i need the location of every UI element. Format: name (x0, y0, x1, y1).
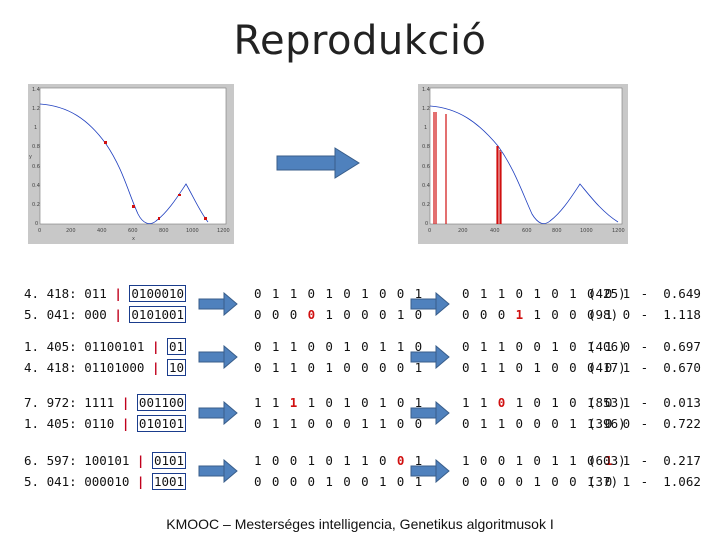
child-2: 0 0 0 0 1 0 0 0 1 0 (254, 307, 424, 322)
fitness-value-2: (98) - 1.118 (588, 307, 701, 322)
child-1: 0 1 1 0 0 1 0 1 1 0 (254, 339, 424, 354)
parent-2: 5. 041: 000 | 0101001 (24, 306, 187, 323)
fitness-value-2: (37) - 1.062 (588, 474, 701, 489)
x-tick: 200 (458, 228, 468, 234)
x-tick: 1200 (217, 228, 230, 234)
y-tick: 0.6 (422, 164, 430, 170)
parent-1: 4. 418: 011 | 0100010 (24, 285, 187, 302)
mutated-child-1: 1 1 0 1 0 1 0 1 0 1 (462, 395, 632, 410)
x-tick: 1200 (612, 228, 625, 234)
arrow-right-icon (410, 292, 450, 316)
x-tick: 0 (38, 228, 41, 234)
arrow-right-icon (410, 459, 450, 483)
arrow-right-icon (410, 401, 450, 425)
slide-footer: KMOOC – Mesterséges intelligencia, Genet… (166, 516, 554, 532)
x-tick: 400 (97, 228, 107, 234)
population-point (132, 205, 135, 208)
fitness-curve (39, 103, 209, 225)
crossover-row: 7. 972: 1111 | 001100 1. 405: 0110 | 010… (0, 392, 720, 436)
x-tick: 600 (522, 228, 532, 234)
x-tick: 200 (66, 228, 76, 234)
crossover-row: 1. 405: 01100101 | 01 4. 418: 01101000 |… (0, 336, 720, 380)
arrow-right-icon (198, 345, 238, 369)
crossover-row: 4. 418: 011 | 0100010 5. 041: 000 | 0101… (0, 283, 720, 327)
y-tick: 1.2 (32, 106, 40, 112)
child-1: 0 1 1 0 1 0 1 0 0 1 (254, 286, 424, 301)
mutated-child-2: 0 0 0 0 1 0 0 1 0 1 (462, 474, 632, 489)
x-tick: 1000 (186, 228, 199, 234)
x-tick: 800 (552, 228, 562, 234)
x-tick: 0 (428, 228, 431, 234)
mutated-child-1: 1 0 0 1 0 1 1 0 1 1 (462, 453, 632, 468)
crossover-row: 6. 597: 100101 | 0101 5. 041: 000010 | 1… (0, 450, 720, 494)
arrow-right-icon (410, 345, 450, 369)
y-tick: 1.4 (32, 87, 40, 93)
fitness-value-2: (417) - 0.670 (588, 360, 701, 375)
y-tick: 1 (424, 125, 427, 131)
y-tick: 0.2 (32, 202, 40, 208)
y-axis-label: y (29, 154, 32, 160)
y-tick: 1.2 (422, 106, 430, 112)
child-1: 1 1 1 1 0 1 0 1 0 1 (254, 395, 424, 410)
y-tick: 0.4 (422, 183, 430, 189)
y-tick: 1.4 (422, 87, 430, 93)
y-tick: 0.6 (32, 164, 40, 170)
y-tick: 0 (35, 221, 38, 227)
population-point (158, 217, 160, 220)
y-tick: 0 (425, 221, 428, 227)
fitness-value-2: (396) - 0.722 (588, 416, 701, 431)
y-tick: 1 (34, 125, 37, 131)
y-tick: 0.8 (32, 144, 40, 150)
y-tick: 0.4 (32, 183, 40, 189)
x-tick: 800 (159, 228, 169, 234)
mutated-child-2: 0 1 1 0 1 0 0 0 0 1 (462, 360, 632, 375)
y-tick: 0.2 (422, 202, 430, 208)
mutated-child-1: 0 1 1 0 1 0 1 0 0 1 (462, 286, 632, 301)
fitness-value-1: (425) - 0.649 (588, 286, 701, 301)
x-tick: 600 (128, 228, 138, 234)
parent-1: 1. 405: 01100101 | 01 (24, 338, 187, 355)
child-1: 1 0 0 1 0 1 1 0 0 1 (254, 453, 424, 468)
parent-2: 5. 041: 000010 | 1001 (24, 473, 187, 490)
child-2: 0 1 1 0 0 0 1 1 0 0 (254, 416, 424, 431)
arrow-right-icon (198, 292, 238, 316)
parent-2: 4. 418: 01101000 | 10 (24, 359, 187, 376)
child-2: 0 1 1 0 1 0 0 0 0 1 (254, 360, 424, 375)
y-tick: 0.8 (422, 144, 430, 150)
fitness-value-1: (603) - 0.217 (588, 453, 701, 468)
arrow-right-icon (198, 459, 238, 483)
child-2: 0 0 0 0 1 0 0 1 0 1 (254, 474, 424, 489)
fitness-value-1: (853) - 0.013 (588, 395, 701, 410)
arrow-right-icon (198, 401, 238, 425)
population-point (204, 217, 207, 220)
fitness-plot-after: 1.4 1.2 1 0.8 0.6 0.4 0.2 0 0 200 400 60… (418, 84, 628, 244)
fitness-value-1: (406) - 0.697 (588, 339, 701, 354)
parent-2: 1. 405: 0110 | 010101 (24, 415, 187, 432)
x-tick: 1000 (580, 228, 593, 234)
fitness-curve (429, 105, 619, 225)
mutated-child-1: 0 1 1 0 0 1 0 1 1 0 (462, 339, 632, 354)
population-point (104, 141, 107, 144)
parent-1: 7. 972: 1111 | 001100 (24, 394, 187, 411)
parent-1: 6. 597: 100101 | 0101 (24, 452, 187, 469)
population-point (178, 194, 181, 196)
x-tick: 400 (490, 228, 500, 234)
slide-title: Reprodukció (233, 18, 487, 64)
fitness-plot-before: 1.4 1.2 1 0.8 0.6 0.4 0.2 0 0 200 400 60… (28, 84, 234, 244)
x-axis-label: x (132, 236, 135, 242)
mutated-child-2: 0 1 1 0 0 0 1 1 0 0 (462, 416, 632, 431)
mutated-child-2: 0 0 0 1 1 0 0 0 1 0 (462, 307, 632, 322)
arrow-right-icon (276, 147, 360, 179)
